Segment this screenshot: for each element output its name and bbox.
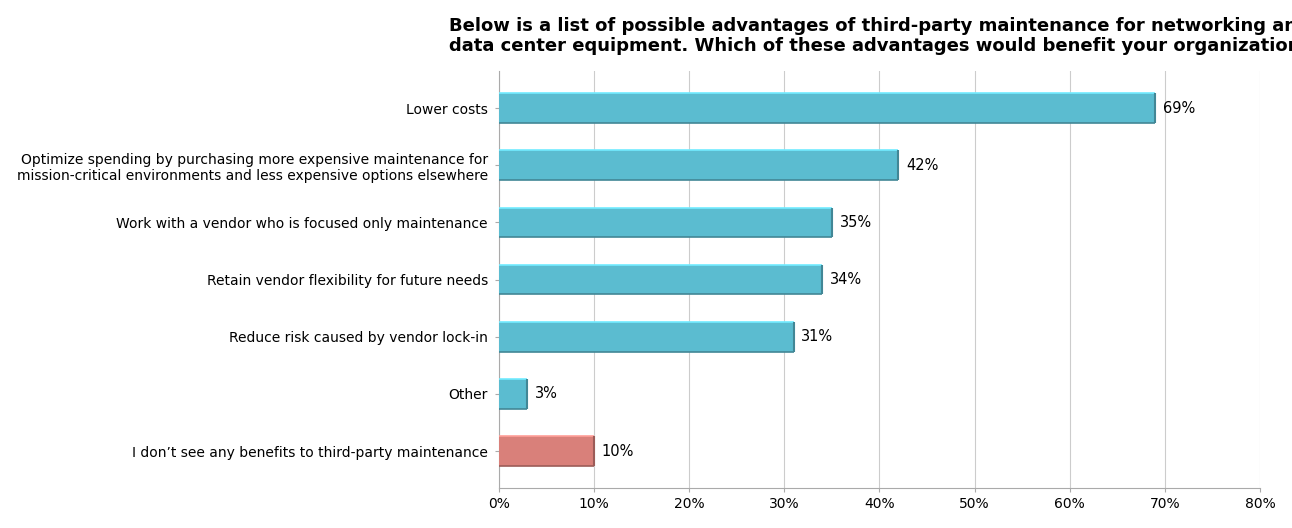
Text: 34%: 34% — [829, 272, 862, 287]
Text: 31%: 31% — [801, 329, 833, 344]
Bar — [499, 208, 832, 237]
Bar — [499, 322, 793, 352]
Text: 69%: 69% — [1163, 100, 1195, 116]
Title: Below is a list of possible advantages of third-party maintenance for networking: Below is a list of possible advantages o… — [448, 17, 1292, 55]
Text: 3%: 3% — [535, 386, 558, 401]
Bar — [499, 150, 898, 180]
Text: 35%: 35% — [840, 215, 872, 230]
Text: 10%: 10% — [602, 444, 634, 459]
Bar — [499, 93, 1155, 123]
Bar — [499, 436, 594, 466]
Bar — [499, 379, 527, 409]
Text: 42%: 42% — [906, 158, 938, 173]
Bar — [499, 265, 822, 295]
